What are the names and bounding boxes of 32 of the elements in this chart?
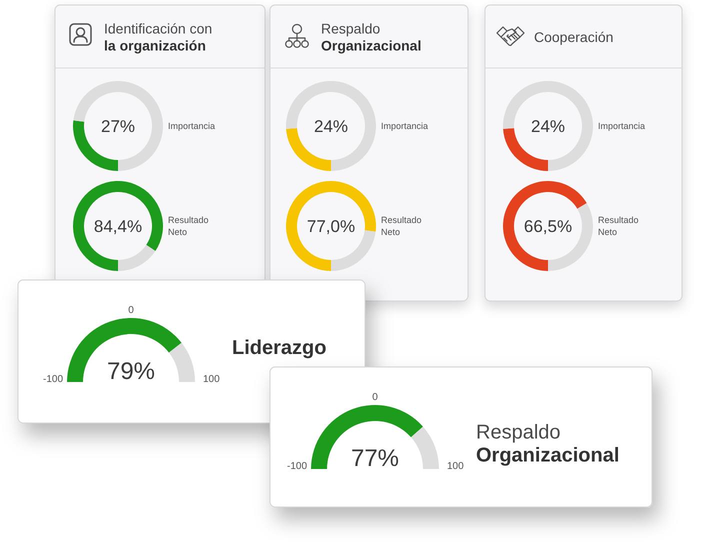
data-label: 79% xyxy=(106,358,156,385)
data-label: 24% xyxy=(314,117,348,136)
text: -100 xyxy=(42,374,64,385)
donut-slice xyxy=(73,81,163,171)
donut-slice xyxy=(118,244,156,271)
donut-slice xyxy=(73,181,163,271)
data-label: 77% xyxy=(350,445,400,472)
chart-title: Respaldo Organizacional xyxy=(321,20,422,54)
text: 100 xyxy=(203,374,220,385)
data-label: 84,4% xyxy=(94,217,142,236)
donut-slice xyxy=(503,181,587,271)
data-label: 24% xyxy=(530,117,566,136)
text: Respaldo Organizacional xyxy=(476,422,620,467)
data-label: 66,5% xyxy=(524,217,572,236)
donut-slice xyxy=(286,181,376,271)
data-label: 77,0% xyxy=(306,217,356,236)
text: Resultado Neto xyxy=(168,215,212,237)
text: 0 xyxy=(128,305,134,316)
text: Importancia xyxy=(598,121,646,131)
chart-title: Identificación con la organización xyxy=(104,20,216,54)
text: Resultado Neto xyxy=(598,215,642,237)
chart-title: Cooperación xyxy=(534,29,614,46)
text: Importancia xyxy=(381,121,428,131)
text: 0 xyxy=(372,392,378,403)
data-label: 27% xyxy=(100,117,136,136)
text: 100 xyxy=(447,461,464,472)
donut-slice xyxy=(503,81,593,171)
text: Resultado Neto xyxy=(381,215,424,237)
donut-slice xyxy=(286,81,376,171)
text: Liderazgo xyxy=(232,337,326,360)
text: Importancia xyxy=(168,121,216,131)
text: -100 xyxy=(286,461,308,472)
